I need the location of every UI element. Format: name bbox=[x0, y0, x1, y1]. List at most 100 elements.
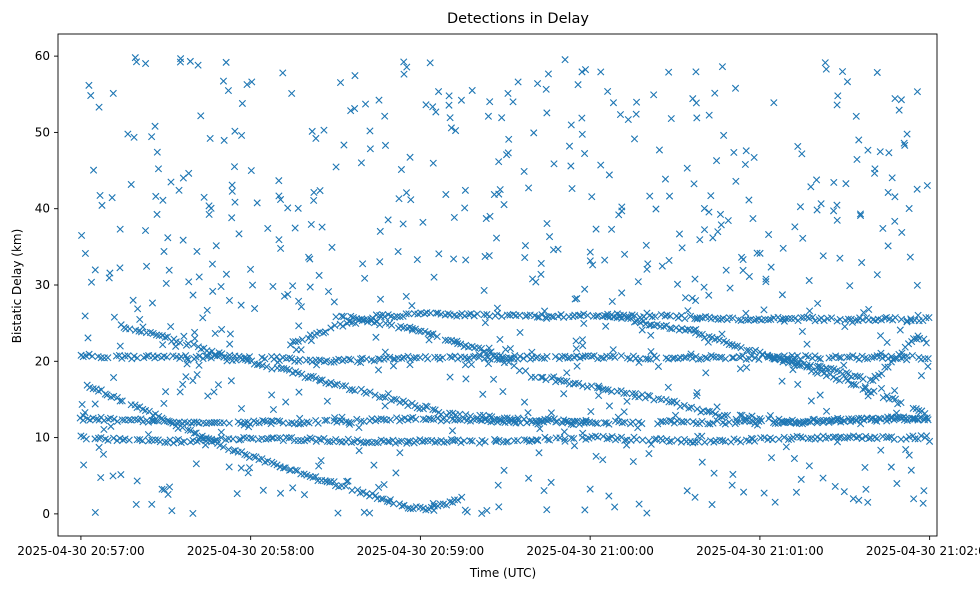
data-point bbox=[261, 355, 269, 363]
data-point bbox=[861, 383, 869, 391]
data-point bbox=[595, 391, 603, 400]
data-point bbox=[922, 314, 930, 322]
data-point bbox=[910, 495, 918, 503]
data-point bbox=[855, 414, 863, 422]
data-point bbox=[575, 379, 583, 388]
data-point bbox=[712, 157, 721, 165]
data-point bbox=[523, 419, 531, 427]
data-point bbox=[194, 61, 202, 69]
data-point bbox=[683, 164, 691, 172]
data-point bbox=[560, 390, 568, 398]
data-point bbox=[237, 301, 245, 309]
data-point bbox=[117, 471, 125, 479]
data-point bbox=[218, 325, 226, 334]
data-point bbox=[521, 242, 530, 250]
data-point bbox=[884, 363, 892, 371]
data-point bbox=[127, 180, 135, 189]
data-point bbox=[747, 352, 756, 360]
data-point bbox=[84, 334, 92, 342]
data-point bbox=[307, 372, 315, 380]
data-point bbox=[173, 436, 181, 445]
data-point bbox=[822, 407, 831, 415]
data-point bbox=[683, 487, 691, 495]
data-point bbox=[247, 166, 255, 175]
data-point bbox=[141, 226, 150, 235]
data-point bbox=[543, 314, 551, 322]
data-point bbox=[877, 415, 885, 423]
data-point bbox=[297, 470, 305, 478]
data-point bbox=[91, 400, 99, 408]
data-point bbox=[662, 354, 670, 362]
data-point bbox=[597, 354, 605, 362]
data-point bbox=[608, 297, 616, 306]
x-tick-label-3: 2025-04-30 21:00:00 bbox=[526, 544, 653, 558]
data-point bbox=[629, 457, 637, 466]
data-point bbox=[510, 418, 518, 426]
data-point bbox=[475, 353, 483, 362]
data-point bbox=[647, 347, 655, 356]
data-point bbox=[131, 54, 139, 62]
data-point bbox=[686, 312, 695, 320]
data-point bbox=[500, 201, 508, 209]
data-point bbox=[89, 385, 97, 393]
data-point bbox=[336, 79, 345, 87]
data-point bbox=[745, 272, 753, 281]
data-point bbox=[917, 372, 926, 380]
data-point bbox=[733, 436, 742, 444]
data-point bbox=[189, 291, 197, 299]
data-point bbox=[883, 338, 891, 347]
data-point bbox=[82, 435, 90, 443]
data-point bbox=[401, 414, 409, 422]
data-point bbox=[199, 314, 207, 322]
data-point bbox=[141, 59, 150, 68]
data-point bbox=[370, 461, 378, 469]
data-point bbox=[377, 495, 385, 503]
data-point bbox=[362, 490, 371, 498]
data-point bbox=[562, 417, 570, 425]
data-point bbox=[502, 151, 511, 159]
data-point bbox=[189, 377, 197, 385]
data-point bbox=[289, 337, 297, 346]
data-point bbox=[138, 437, 147, 445]
data-point bbox=[446, 373, 454, 381]
data-point bbox=[543, 109, 551, 117]
data-point bbox=[732, 177, 740, 185]
data-point bbox=[877, 446, 885, 454]
data-point bbox=[639, 436, 647, 444]
data-point bbox=[148, 500, 156, 508]
data-point bbox=[611, 353, 619, 361]
data-point bbox=[307, 220, 315, 229]
data-point bbox=[454, 496, 462, 504]
data-point bbox=[588, 352, 596, 360]
data-point bbox=[852, 112, 860, 120]
data-point bbox=[524, 409, 532, 417]
data-point bbox=[632, 317, 641, 325]
data-point bbox=[222, 58, 230, 66]
data-point bbox=[750, 316, 758, 325]
data-point bbox=[461, 312, 469, 320]
data-point bbox=[578, 68, 586, 76]
data-point bbox=[444, 310, 452, 318]
data-point bbox=[109, 472, 117, 480]
data-point bbox=[711, 410, 720, 418]
data-point bbox=[184, 426, 192, 434]
data-point bbox=[331, 414, 339, 422]
data-point bbox=[261, 417, 269, 425]
data-point bbox=[110, 434, 118, 442]
data-point bbox=[269, 405, 278, 414]
data-point bbox=[247, 434, 255, 442]
data-point bbox=[873, 435, 881, 443]
data-point bbox=[716, 210, 725, 218]
data-point bbox=[858, 435, 866, 443]
data-point bbox=[807, 397, 815, 405]
data-point bbox=[368, 415, 376, 423]
data-point bbox=[783, 354, 791, 362]
data-point bbox=[161, 388, 170, 396]
data-point bbox=[131, 415, 139, 424]
data-point bbox=[667, 114, 675, 123]
data-point bbox=[295, 297, 303, 305]
chart-title: Detections in Delay bbox=[447, 11, 589, 27]
data-point bbox=[202, 352, 210, 360]
data-point bbox=[677, 418, 686, 426]
data-point bbox=[295, 322, 303, 330]
